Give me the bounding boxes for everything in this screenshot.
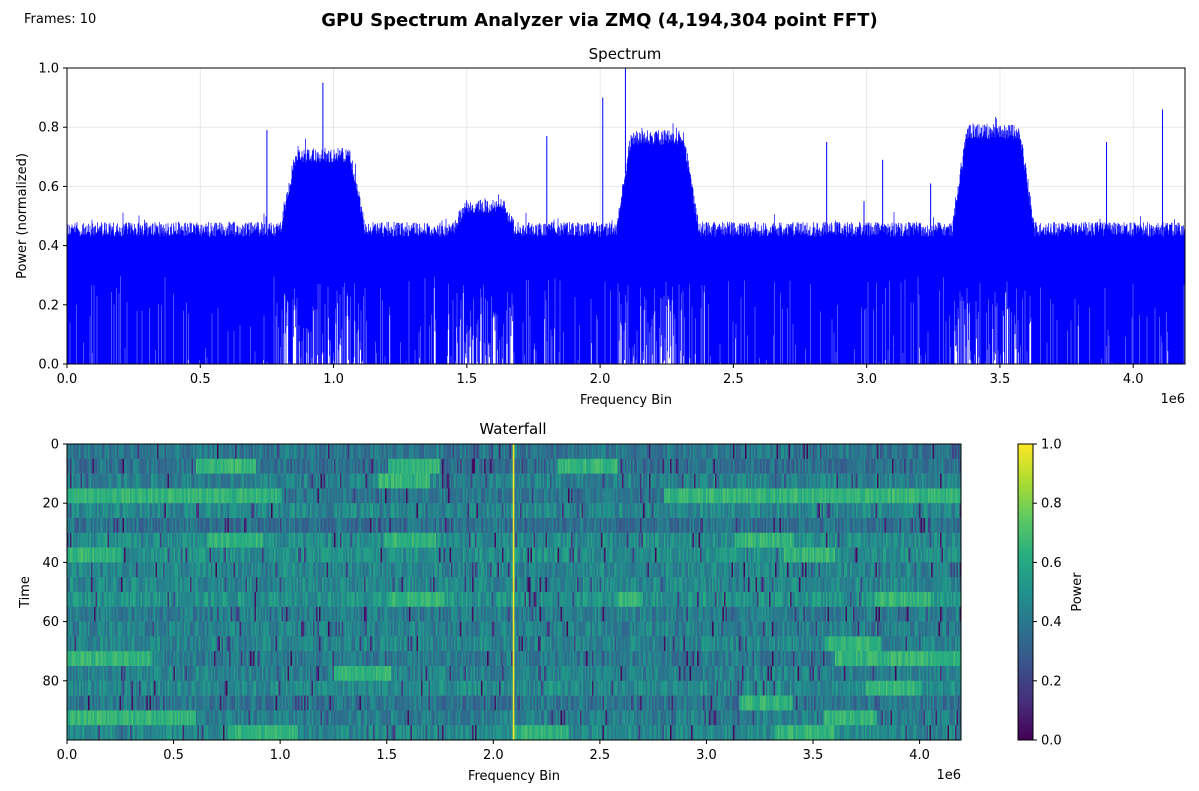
spectrum-ytick-label-2: 0.4 xyxy=(38,239,59,254)
waterfall-row-16 xyxy=(67,680,962,696)
waterfall-row-11 xyxy=(67,606,962,622)
spectrum-ytick-label-3: 0.6 xyxy=(38,180,59,195)
waterfall-xtick-label-7: 3.5 xyxy=(803,748,824,763)
waterfall-heatmap xyxy=(67,444,962,741)
frames-counter: Frames: 10 xyxy=(24,12,97,27)
waterfall-row-8 xyxy=(67,562,962,578)
waterfall-row-3 xyxy=(67,488,962,504)
spectrum-xtick-label-8: 4.0 xyxy=(1123,372,1144,387)
waterfall-axes-frame xyxy=(66,443,962,741)
waterfall-row-12 xyxy=(67,621,962,637)
colorbar-label: Power xyxy=(1070,572,1085,612)
spectrum-trace xyxy=(67,68,1185,364)
waterfall-title: Waterfall xyxy=(479,420,546,438)
waterfall-row-15 xyxy=(67,666,962,682)
spectrum-axes-frame xyxy=(66,67,1186,365)
waterfall-xtick-label-2: 1.0 xyxy=(270,748,291,763)
waterfall-y-ticks: 0 20 40 60 80 xyxy=(42,438,67,689)
waterfall-xtick-label-8: 4.0 xyxy=(909,748,930,763)
spectrum-y-ticks: 0.0 0.2 0.4 0.6 0.8 1.0 xyxy=(38,62,67,373)
spectrum-title: Spectrum xyxy=(589,45,662,63)
spectrum-x-offset: 1e6 xyxy=(1160,392,1185,407)
spectrum-xtick-label-0: 0.0 xyxy=(57,372,78,387)
spectrum-ytick-label-1: 0.2 xyxy=(38,298,59,313)
waterfall-ytick-label-3: 60 xyxy=(42,615,59,630)
spectrum-xtick-label-6: 3.0 xyxy=(856,372,877,387)
waterfall-xtick-label-6: 3.0 xyxy=(696,748,717,763)
spectrum-ytick-label-5: 1.0 xyxy=(38,62,59,77)
spectrum-x-label: Frequency Bin xyxy=(580,393,672,408)
colorbar-tick-label-1: 0.2 xyxy=(1041,674,1062,689)
colorbar xyxy=(1017,443,1034,741)
spectrum-ytick-label-0: 0.0 xyxy=(38,358,59,373)
waterfall-row-4 xyxy=(67,503,962,519)
waterfall-row-18 xyxy=(67,710,962,726)
spectrum-xtick-label-1: 0.5 xyxy=(190,372,211,387)
spectrum-ytick-label-4: 0.8 xyxy=(38,121,59,136)
waterfall-y-label: Time xyxy=(18,576,33,609)
waterfall-row-19 xyxy=(67,725,962,741)
spectrum-xtick-label-2: 1.0 xyxy=(323,372,344,387)
waterfall-row-0 xyxy=(67,444,962,460)
waterfall-row-1 xyxy=(67,458,962,474)
spectrum-line xyxy=(67,117,1185,364)
waterfall-ytick-label-4: 80 xyxy=(42,674,59,689)
figure-title: GPU Spectrum Analyzer via ZMQ (4,194,304… xyxy=(321,10,878,31)
waterfall-xtick-label-3: 1.5 xyxy=(376,748,397,763)
waterfall-xtick-label-4: 2.0 xyxy=(483,748,504,763)
waterfall-xtick-label-0: 0.0 xyxy=(57,748,78,763)
spectrum-xtick-label-4: 2.0 xyxy=(590,372,611,387)
waterfall-row-7 xyxy=(67,547,962,563)
waterfall-row-5 xyxy=(67,518,962,534)
waterfall-row-17 xyxy=(67,695,962,711)
waterfall-x-label: Frequency Bin xyxy=(468,769,560,784)
waterfall-ytick-label-1: 20 xyxy=(42,497,59,512)
waterfall-row-6 xyxy=(67,532,962,548)
spectrum-x-ticks: 0.0 0.5 1.0 1.5 2.0 2.5 3.0 3.5 4.0 xyxy=(57,364,1144,387)
spectrum-xtick-label-5: 2.5 xyxy=(723,372,744,387)
waterfall-row-14 xyxy=(67,651,962,667)
colorbar-tick-label-0: 0.0 xyxy=(1041,734,1062,749)
waterfall-row-2 xyxy=(67,473,962,489)
waterfall-row-10 xyxy=(67,592,962,608)
spectrum-xtick-label-3: 1.5 xyxy=(456,372,477,387)
spectrum-y-label: Power (normalized) xyxy=(15,153,30,279)
waterfall-ytick-label-0: 0 xyxy=(51,438,59,453)
colorbar-tick-label-5: 1.0 xyxy=(1041,438,1062,453)
waterfall-xtick-label-5: 2.5 xyxy=(590,748,611,763)
colorbar-tick-label-2: 0.4 xyxy=(1041,615,1062,630)
waterfall-x-ticks: 0.0 0.5 1.0 1.5 2.0 2.5 3.0 3.5 4.0 xyxy=(57,740,930,763)
spectrum-xtick-label-7: 3.5 xyxy=(990,372,1011,387)
waterfall-ytick-label-2: 40 xyxy=(42,556,59,571)
waterfall-row-13 xyxy=(67,636,962,652)
colorbar-ticks: 0.0 0.2 0.4 0.6 0.8 1.0 xyxy=(1033,438,1062,749)
colorbar-tick-label-4: 0.8 xyxy=(1041,497,1062,512)
colorbar-tick-label-3: 0.6 xyxy=(1041,556,1062,571)
waterfall-xtick-label-1: 0.5 xyxy=(163,748,184,763)
waterfall-x-offset: 1e6 xyxy=(936,768,961,783)
